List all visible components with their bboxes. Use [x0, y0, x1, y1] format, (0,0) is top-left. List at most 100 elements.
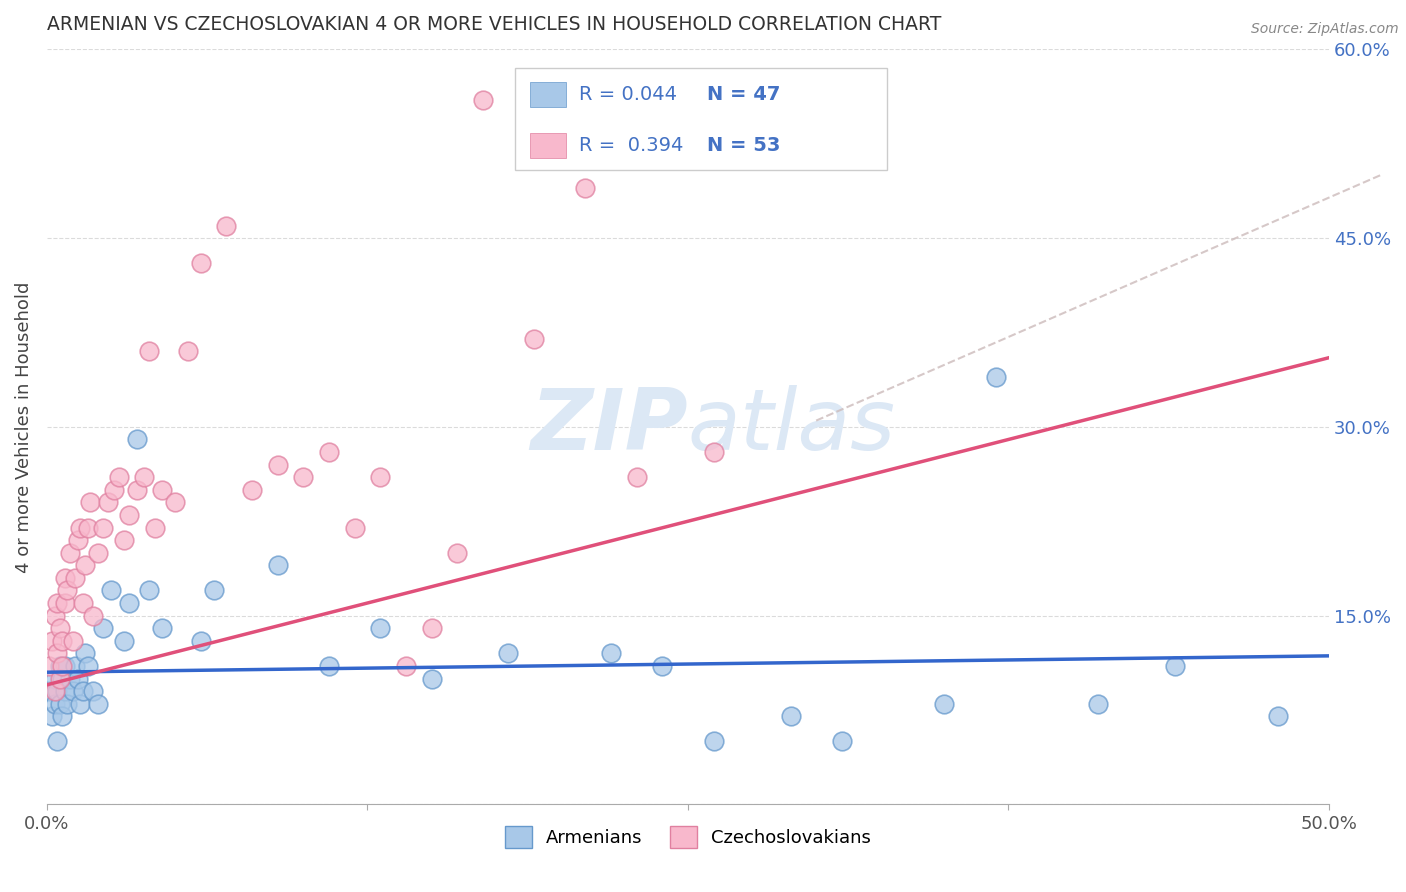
- Point: [471, 93, 494, 107]
- Point: [48, 659, 70, 673]
- Point: [38, 659, 60, 673]
- Text: ARMENIAN VS CZECHOSLOVAKIAN 4 OR MORE VEHICLES IN HOUSEHOLD CORRELATION CHART: ARMENIAN VS CZECHOSLOVAKIAN 4 OR MORE VE…: [46, 15, 941, 34]
- Point: [703, 734, 725, 748]
- Point: [59, 546, 82, 560]
- Point: [984, 369, 1007, 384]
- Point: [48, 697, 70, 711]
- Point: [87, 546, 110, 560]
- Point: [651, 659, 673, 673]
- Point: [91, 621, 114, 635]
- Point: [190, 256, 212, 270]
- Text: R =  0.394: R = 0.394: [579, 136, 683, 155]
- Point: [112, 633, 135, 648]
- Point: [395, 659, 418, 673]
- Point: [292, 470, 315, 484]
- Point: [63, 571, 86, 585]
- Point: [831, 734, 853, 748]
- Point: [44, 697, 66, 711]
- Legend: Armenians, Czechoslovakians: Armenians, Czechoslovakians: [498, 819, 879, 855]
- Point: [72, 596, 94, 610]
- Point: [77, 659, 100, 673]
- Point: [112, 533, 135, 548]
- Point: [446, 546, 468, 560]
- Point: [44, 684, 66, 698]
- Point: [100, 583, 122, 598]
- Point: [318, 445, 340, 459]
- Text: R = 0.044: R = 0.044: [579, 85, 676, 103]
- Point: [138, 583, 160, 598]
- FancyBboxPatch shape: [515, 69, 887, 170]
- Point: [53, 571, 76, 585]
- Point: [91, 520, 114, 534]
- Point: [46, 684, 69, 698]
- Point: [150, 483, 173, 497]
- Point: [107, 470, 129, 484]
- Point: [1164, 659, 1187, 673]
- Point: [420, 672, 443, 686]
- Point: [75, 558, 97, 573]
- Point: [368, 621, 391, 635]
- Point: [318, 659, 340, 673]
- Point: [118, 596, 141, 610]
- Point: [51, 659, 73, 673]
- Point: [103, 483, 125, 497]
- Point: [56, 697, 79, 711]
- Point: [53, 596, 76, 610]
- Point: [51, 672, 73, 686]
- Point: [51, 709, 73, 723]
- Point: [626, 470, 648, 484]
- FancyBboxPatch shape: [530, 133, 567, 158]
- Point: [240, 483, 263, 497]
- Point: [66, 672, 89, 686]
- Point: [165, 495, 187, 509]
- Point: [498, 646, 520, 660]
- Point: [202, 583, 225, 598]
- Point: [48, 672, 70, 686]
- FancyBboxPatch shape: [530, 82, 567, 107]
- Point: [134, 470, 156, 484]
- Point: [215, 219, 238, 233]
- Point: [46, 596, 69, 610]
- Point: [343, 520, 366, 534]
- Point: [600, 646, 623, 660]
- Point: [72, 684, 94, 698]
- Point: [177, 344, 200, 359]
- Point: [190, 633, 212, 648]
- Point: [779, 709, 801, 723]
- Point: [1267, 709, 1289, 723]
- Point: [125, 483, 148, 497]
- Point: [143, 520, 166, 534]
- Text: ZIP: ZIP: [530, 385, 688, 468]
- Point: [63, 659, 86, 673]
- Point: [87, 697, 110, 711]
- Point: [44, 672, 66, 686]
- Point: [69, 697, 91, 711]
- Text: N = 47: N = 47: [707, 85, 780, 103]
- Point: [523, 332, 546, 346]
- Point: [53, 659, 76, 673]
- Point: [62, 684, 84, 698]
- Point: [266, 558, 288, 573]
- Point: [41, 633, 63, 648]
- Point: [44, 608, 66, 623]
- Point: [150, 621, 173, 635]
- Point: [82, 608, 104, 623]
- Point: [79, 495, 101, 509]
- Point: [97, 495, 120, 509]
- Point: [703, 445, 725, 459]
- Point: [41, 709, 63, 723]
- Point: [77, 520, 100, 534]
- Point: [1087, 697, 1109, 711]
- Point: [934, 697, 956, 711]
- Point: [118, 508, 141, 522]
- Point: [62, 633, 84, 648]
- Point: [574, 181, 596, 195]
- Point: [56, 583, 79, 598]
- Point: [82, 684, 104, 698]
- Point: [48, 621, 70, 635]
- Point: [69, 520, 91, 534]
- Point: [138, 344, 160, 359]
- Text: atlas: atlas: [688, 385, 896, 468]
- Point: [46, 734, 69, 748]
- Point: [53, 684, 76, 698]
